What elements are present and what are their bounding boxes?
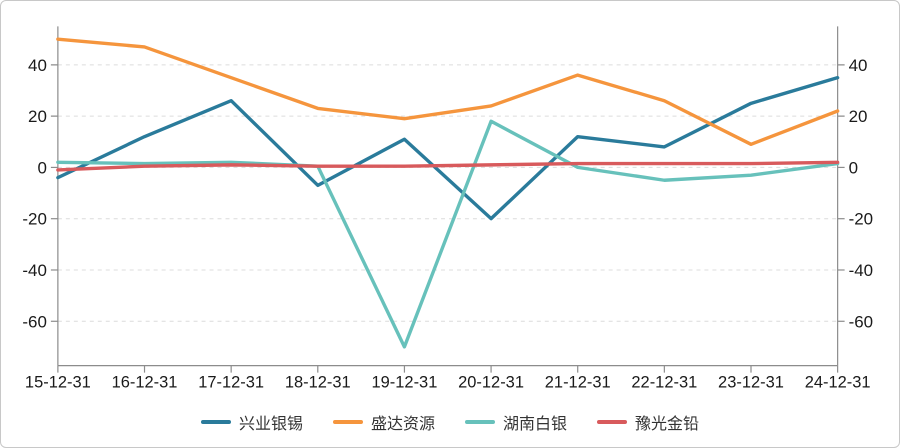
x-tick-label: 24-12-31 xyxy=(805,374,871,392)
x-tick-label: 19-12-31 xyxy=(371,374,437,392)
legend-label: 兴业银锡 xyxy=(238,416,303,433)
y-tick-label-right: 40 xyxy=(849,56,868,75)
legend-line-swatch xyxy=(332,420,363,424)
y-tick-label-right: 20 xyxy=(849,107,868,126)
line-chart-canvas: 40 40 20 20 0 0 -20 -20 -40 -40 -60 -60 15-12-31 16-1… xyxy=(22,26,874,392)
legend-item-2[interactable]: 湖南白银 xyxy=(465,410,567,434)
y-tick-label-left: 0 xyxy=(37,158,46,177)
series-line-3 xyxy=(56,160,840,172)
legend-label: 盛达资源 xyxy=(370,416,435,433)
legend-item-0[interactable]: 兴业银锡 xyxy=(200,410,303,434)
x-tick-label: 18-12-31 xyxy=(285,374,351,392)
legend-label: 湖南白银 xyxy=(503,416,568,433)
legend-line-swatch xyxy=(465,420,495,424)
series-line-1 xyxy=(56,37,840,147)
legend-line-swatch xyxy=(200,420,231,424)
legend-item-1[interactable]: 盛达资源 xyxy=(332,410,435,434)
y-tick-label-left: -60 xyxy=(22,312,47,331)
x-tick-label: 22-12-31 xyxy=(631,374,697,392)
chart-legend: 兴业银锡 盛达资源 湖南白银 豫光金铅 xyxy=(1,401,899,443)
y-tick-label-right: -60 xyxy=(849,312,874,331)
x-tick-label: 17-12-31 xyxy=(198,374,264,392)
y-tick-label-left: -20 xyxy=(22,210,47,229)
x-tick-label: 23-12-31 xyxy=(718,374,784,392)
series-line-0 xyxy=(56,75,840,221)
x-tick-label: 21-12-31 xyxy=(545,374,611,392)
x-tick-label: 15-12-31 xyxy=(25,374,91,392)
series-line-2 xyxy=(56,119,840,349)
y-tick-label-right: -40 xyxy=(849,261,874,280)
y-tick-label-left: 40 xyxy=(28,56,47,75)
x-tick-label: 16-12-31 xyxy=(112,374,178,392)
y-tick-label-left: -40 xyxy=(22,261,47,280)
y-tick-label-left: 20 xyxy=(28,107,47,126)
legend-label: 豫光金铅 xyxy=(635,416,700,433)
x-tick-label: 20-12-31 xyxy=(458,374,524,392)
y-tick-label-right: 0 xyxy=(849,158,858,177)
y-tick-label-right: -20 xyxy=(849,210,874,229)
legend-line-swatch xyxy=(597,420,628,424)
legend-item-3[interactable]: 豫光金铅 xyxy=(597,410,699,434)
